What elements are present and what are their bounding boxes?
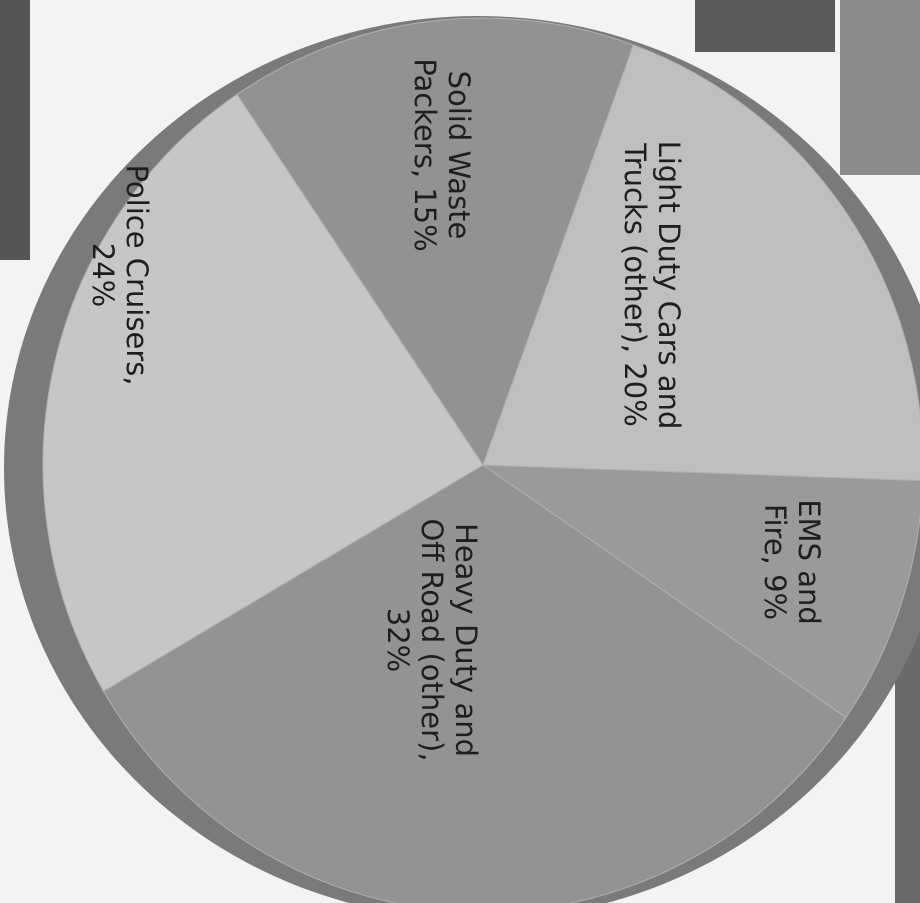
slice-label-line: 24% [86,243,120,307]
slice-label-line: Trucks (other), 20% [618,142,652,427]
slice-label-line: Solid Waste [442,71,476,240]
slice-label-line: 32% [381,608,415,672]
photo [840,0,920,175]
slice-label-line: Packers, 15% [408,58,442,251]
slice-label-line: Fire, 9% [758,504,792,620]
photo [695,0,835,52]
slice-label-line: Light Duty Cars and [652,141,686,430]
slice-label-line: EMS and [792,499,826,625]
slice-label-line: Heavy Duty and [449,523,483,757]
photo [0,0,30,260]
slice-label-line: Off Road (other), [415,518,449,761]
pie-slice [236,17,635,467]
pie-slice [481,464,920,719]
slice-label: Police Cruisers,24% [86,164,154,385]
pie-slice [42,93,484,692]
slice-label-line: Police Cruisers, [120,164,154,385]
pie-slice [102,464,847,903]
pie [42,17,920,903]
